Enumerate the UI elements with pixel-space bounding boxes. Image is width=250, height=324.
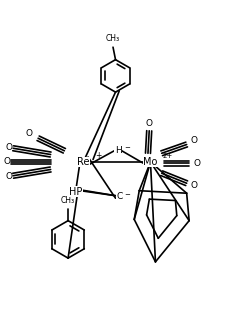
Text: Mo: Mo bbox=[143, 157, 157, 167]
Text: H: H bbox=[114, 146, 121, 155]
Text: O: O bbox=[26, 129, 33, 138]
Text: CH₃: CH₃ bbox=[61, 196, 75, 205]
Text: +: + bbox=[95, 151, 101, 160]
Text: CH₃: CH₃ bbox=[106, 34, 120, 43]
Text: O: O bbox=[190, 181, 197, 190]
Text: O: O bbox=[4, 157, 10, 167]
Text: 2+: 2+ bbox=[162, 153, 172, 159]
Text: O: O bbox=[190, 136, 197, 145]
Text: O: O bbox=[145, 119, 152, 128]
Text: O: O bbox=[192, 159, 199, 168]
Text: −: − bbox=[124, 192, 130, 198]
Text: O: O bbox=[6, 143, 13, 152]
Text: −: − bbox=[124, 145, 130, 151]
Text: Re: Re bbox=[76, 157, 89, 167]
Text: O: O bbox=[6, 172, 13, 181]
Text: C: C bbox=[116, 192, 122, 202]
Text: HP: HP bbox=[68, 187, 82, 197]
